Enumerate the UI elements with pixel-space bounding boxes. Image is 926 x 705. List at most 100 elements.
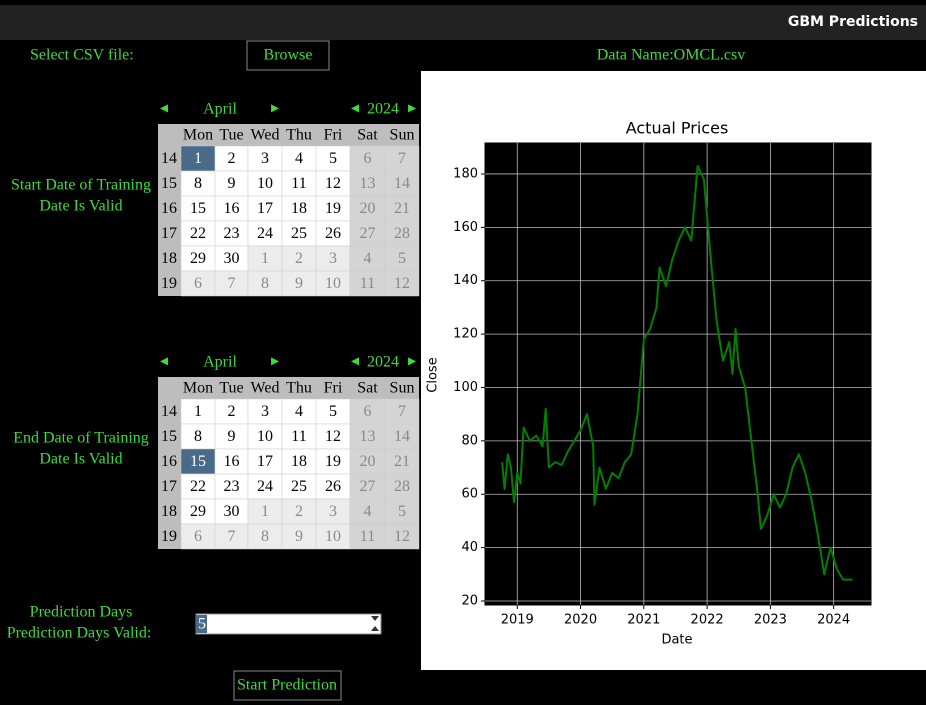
day[interactable]: 12: [394, 275, 410, 292]
day[interactable]: 10: [325, 275, 341, 292]
day-cell[interactable]: [315, 473, 351, 500]
day[interactable]: 10: [325, 528, 341, 545]
calendar-nav[interactable]: ▸: [271, 100, 279, 117]
day[interactable]: 11: [360, 275, 375, 292]
calendar-nav[interactable]: ▸: [408, 100, 416, 117]
day[interactable]: 11: [360, 528, 375, 545]
day[interactable]: 30: [224, 503, 240, 520]
prediction-value[interactable]: 5: [198, 616, 206, 633]
day[interactable]: 7: [398, 403, 406, 420]
day[interactable]: 16: [224, 453, 240, 470]
day-cell[interactable]: [384, 523, 420, 550]
day[interactable]: 9: [295, 275, 303, 292]
day[interactable]: 3: [261, 403, 269, 420]
day[interactable]: 23: [224, 225, 240, 242]
day-cell[interactable]: [247, 398, 283, 425]
day[interactable]: 22: [190, 225, 206, 242]
day-cell[interactable]: [180, 498, 216, 525]
day[interactable]: 3: [329, 250, 337, 267]
day-cell[interactable]: [247, 270, 283, 297]
day-cell[interactable]: [247, 220, 283, 247]
day[interactable]: 8: [194, 175, 202, 192]
day-cell[interactable]: [247, 423, 283, 450]
day[interactable]: 7: [398, 150, 406, 167]
day-cell[interactable]: [281, 473, 317, 500]
day-cell[interactable]: [214, 195, 249, 222]
day[interactable]: 15: [190, 200, 206, 217]
day[interactable]: 10: [257, 175, 273, 192]
day[interactable]: 3: [261, 150, 269, 167]
day[interactable]: 11: [291, 428, 306, 445]
day-cell[interactable]: [384, 398, 420, 425]
day[interactable]: 11: [291, 175, 306, 192]
day-cell[interactable]: [247, 523, 283, 550]
day-cell[interactable]: [349, 498, 386, 525]
day[interactable]: 1: [261, 250, 269, 267]
day-cell[interactable]: [214, 145, 249, 172]
day-cell[interactable]: [281, 398, 317, 425]
day[interactable]: 16: [224, 200, 240, 217]
day-cell[interactable]: [180, 245, 216, 272]
day[interactable]: 25: [291, 225, 307, 242]
day[interactable]: 5: [398, 250, 406, 267]
day[interactable]: 2: [228, 150, 236, 167]
calendar-nav[interactable]: ◂: [160, 353, 168, 370]
day-cell[interactable]: [281, 245, 317, 272]
day[interactable]: 15: [190, 453, 206, 470]
day-cell[interactable]: [315, 498, 351, 525]
calendar-nav[interactable]: ▸: [408, 353, 416, 370]
day[interactable]: 20: [360, 453, 376, 470]
day[interactable]: 5: [329, 150, 337, 167]
day[interactable]: 13: [360, 175, 376, 192]
day-cell[interactable]: [384, 498, 420, 525]
day[interactable]: 1: [261, 503, 269, 520]
day[interactable]: 17: [257, 453, 273, 470]
day[interactable]: 18: [291, 453, 307, 470]
day[interactable]: 13: [360, 428, 376, 445]
day[interactable]: 26: [325, 225, 341, 242]
day-cell[interactable]: [315, 270, 351, 297]
day-cell[interactable]: [180, 423, 216, 450]
day[interactable]: 7: [228, 528, 236, 545]
day[interactable]: 27: [360, 478, 376, 495]
day-cell[interactable]: [247, 170, 283, 197]
day[interactable]: 2: [295, 250, 303, 267]
day-cell[interactable]: [214, 523, 249, 550]
day[interactable]: 9: [228, 428, 236, 445]
day[interactable]: 27: [360, 225, 376, 242]
day-cell[interactable]: [349, 195, 386, 222]
day[interactable]: 4: [364, 250, 372, 267]
day[interactable]: 8: [261, 528, 269, 545]
spin-arrows[interactable]: [371, 616, 379, 631]
browse-button[interactable]: [246, 40, 330, 71]
day[interactable]: 9: [295, 528, 303, 545]
day-cell[interactable]: [384, 195, 420, 222]
day-cell[interactable]: [281, 195, 317, 222]
day[interactable]: 23: [224, 478, 240, 495]
day-cell[interactable]: [247, 145, 283, 172]
start-button[interactable]: [233, 670, 342, 701]
day-cell[interactable]: [384, 423, 420, 450]
day-cell[interactable]: [180, 195, 216, 222]
day[interactable]: 22: [190, 478, 206, 495]
day[interactable]: 8: [261, 275, 269, 292]
day-cell[interactable]: [384, 170, 420, 197]
day[interactable]: 24: [257, 225, 273, 242]
day-cell[interactable]: [349, 523, 386, 550]
day[interactable]: 1: [194, 403, 202, 420]
day-cell[interactable]: [315, 423, 351, 450]
day[interactable]: 19: [325, 200, 341, 217]
day[interactable]: 6: [364, 150, 372, 167]
day-cell[interactable]: [214, 473, 249, 500]
day-cell[interactable]: [349, 245, 386, 272]
day-cell[interactable]: [281, 145, 317, 172]
day-cell[interactable]: [281, 498, 317, 525]
day[interactable]: 29: [190, 250, 206, 267]
day[interactable]: 8: [194, 428, 202, 445]
day[interactable]: 18: [291, 200, 307, 217]
calendar-nav[interactable]: ◂: [160, 100, 168, 117]
day-cell[interactable]: [180, 523, 216, 550]
day-cell[interactable]: [180, 270, 216, 297]
day-cell[interactable]: [214, 270, 249, 297]
day-cell[interactable]: [214, 498, 249, 525]
